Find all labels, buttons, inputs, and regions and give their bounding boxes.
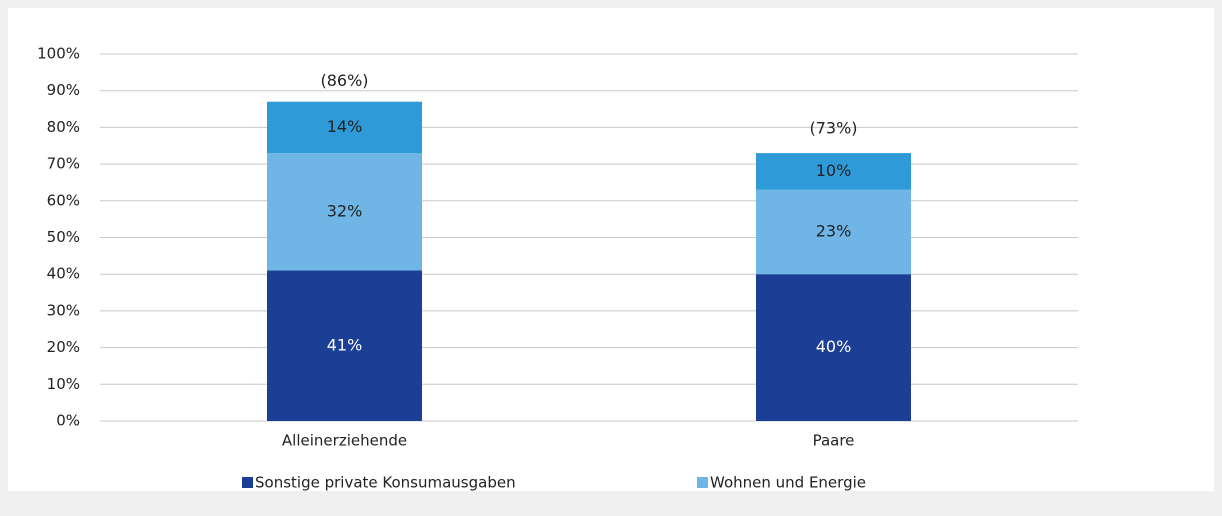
value-label: 14% (327, 117, 363, 136)
bar-segment (267, 270, 422, 421)
legend-swatch (697, 477, 708, 488)
y-tick-label: 100% (37, 45, 80, 63)
total-label: (86%) (320, 71, 368, 90)
value-label: 23% (816, 221, 852, 240)
y-tick-label: 40% (47, 265, 80, 283)
y-tick-label: 20% (47, 338, 80, 356)
legend-swatch (242, 477, 253, 488)
y-tick-label: 10% (47, 375, 80, 393)
y-tick-label: 0% (56, 412, 80, 430)
value-label: 32% (327, 201, 363, 220)
legend-label: Wohnen und Energie (710, 474, 866, 492)
x-tick-label: Paare (813, 432, 855, 450)
value-label: 10% (816, 161, 852, 180)
bar-segment (756, 189, 911, 275)
y-tick-label: 30% (47, 301, 80, 319)
x-tick-label: Alleinerziehende (282, 432, 407, 450)
bar-segment (756, 274, 911, 421)
bar-segment (267, 153, 422, 271)
bar-segment (756, 153, 911, 190)
legend-label: Sonstige private Konsumausgaben (255, 474, 516, 492)
value-label: 41% (327, 335, 363, 354)
y-tick-label: 90% (47, 81, 80, 99)
y-tick-label: 60% (47, 191, 80, 209)
bar-segment (267, 101, 422, 154)
y-tick-label: 70% (47, 155, 80, 173)
value-label: 40% (816, 337, 852, 356)
y-tick-label: 50% (47, 228, 80, 246)
total-label: (73%) (809, 119, 857, 138)
y-tick-label: 80% (47, 118, 80, 136)
plot-panel (8, 8, 1214, 491)
